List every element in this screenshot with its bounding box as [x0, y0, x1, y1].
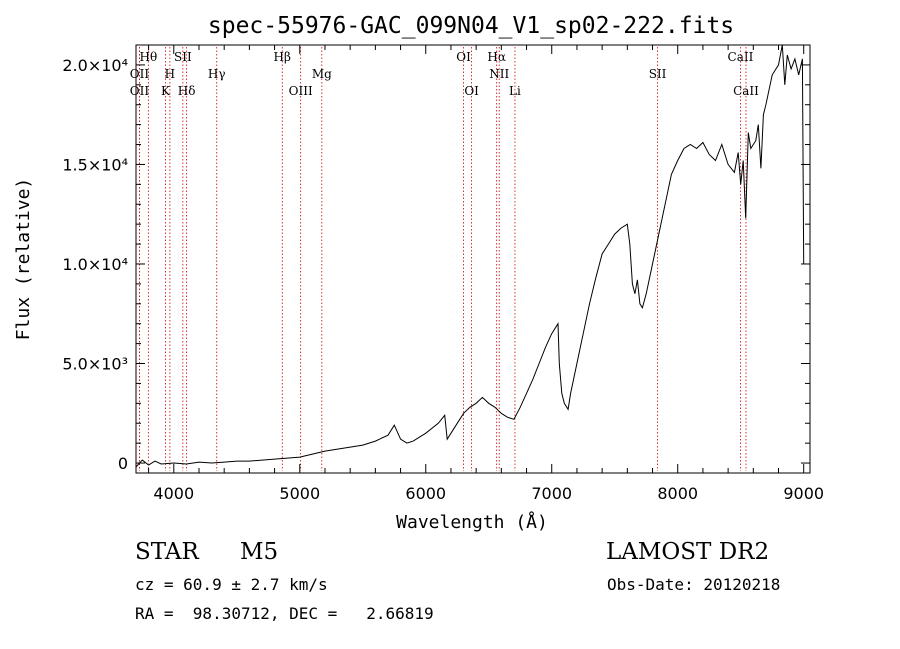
line-marker-label: SII: [174, 50, 192, 64]
x-axis-label: Wavelength (Å): [396, 511, 548, 533]
x-tick-label: 6000: [405, 484, 446, 503]
survey-release: LAMOST DR2: [606, 539, 770, 565]
line-marker-label: CaII: [733, 84, 759, 98]
line-marker-label: K: [161, 84, 171, 98]
line-marker-label: Li: [509, 84, 521, 98]
y-tick-label: 1.0×10⁴: [62, 255, 128, 274]
line-marker-label: OII: [130, 84, 150, 98]
y-tick-label: 1.5×10⁴: [62, 155, 128, 174]
y-tick-label: 5.0×10³: [62, 355, 128, 374]
line-marker-label: OIII: [289, 84, 313, 98]
y-axis-label: Flux (relative): [13, 178, 34, 341]
plot-frame: [135, 44, 811, 474]
y-axis: 0 5.0×10³ 1.0×10⁴ 1.5×10⁴ 2.0×10⁴: [62, 44, 810, 473]
line-marker-label: Mg: [312, 67, 332, 81]
y-tick-label: 2.0×10⁴: [62, 56, 128, 75]
line-marker-label: SII: [649, 67, 667, 81]
line-marker-label: Hγ: [208, 67, 226, 81]
x-tick-label: 8000: [657, 484, 698, 503]
line-marker-label: NII: [489, 67, 509, 81]
redshift-cz: cz = 60.9 ± 2.7 km/s: [135, 575, 328, 594]
x-tick-label: 7000: [531, 484, 572, 503]
x-tick-label: 5000: [279, 484, 320, 503]
object-subclass: M5: [240, 539, 279, 565]
x-tick-label: 9000: [783, 484, 824, 503]
chart-title: spec-55976-GAC_099N04_V1_sp02-222.fits: [208, 13, 734, 39]
line-marker-label: CaII: [728, 50, 754, 64]
spectrum-line: [135, 44, 805, 468]
coordinates: RA = 98.30712, DEC = 2.66819: [135, 604, 434, 623]
line-marker-label: OII: [130, 67, 150, 81]
observation-date: Obs-Date: 20120218: [607, 575, 781, 594]
line-marker-label: Hα: [487, 50, 506, 64]
spectrum-chart: spec-55976-GAC_099N04_V1_sp02-222.fits H…: [13, 13, 824, 533]
line-marker-label: OI: [464, 84, 479, 98]
line-marker-label: OI: [456, 50, 471, 64]
x-axis: 4000 5000 6000 7000 8000 9000: [148, 45, 824, 503]
line-marker-label: Hβ: [274, 50, 291, 64]
line-marker-label: H: [165, 67, 175, 81]
y-tick-label: 0: [118, 454, 128, 473]
line-marker-label: Hδ: [178, 84, 196, 98]
line-marker-label: Hθ: [139, 50, 157, 64]
x-tick-label: 4000: [153, 484, 194, 503]
object-class: STAR: [135, 539, 199, 565]
